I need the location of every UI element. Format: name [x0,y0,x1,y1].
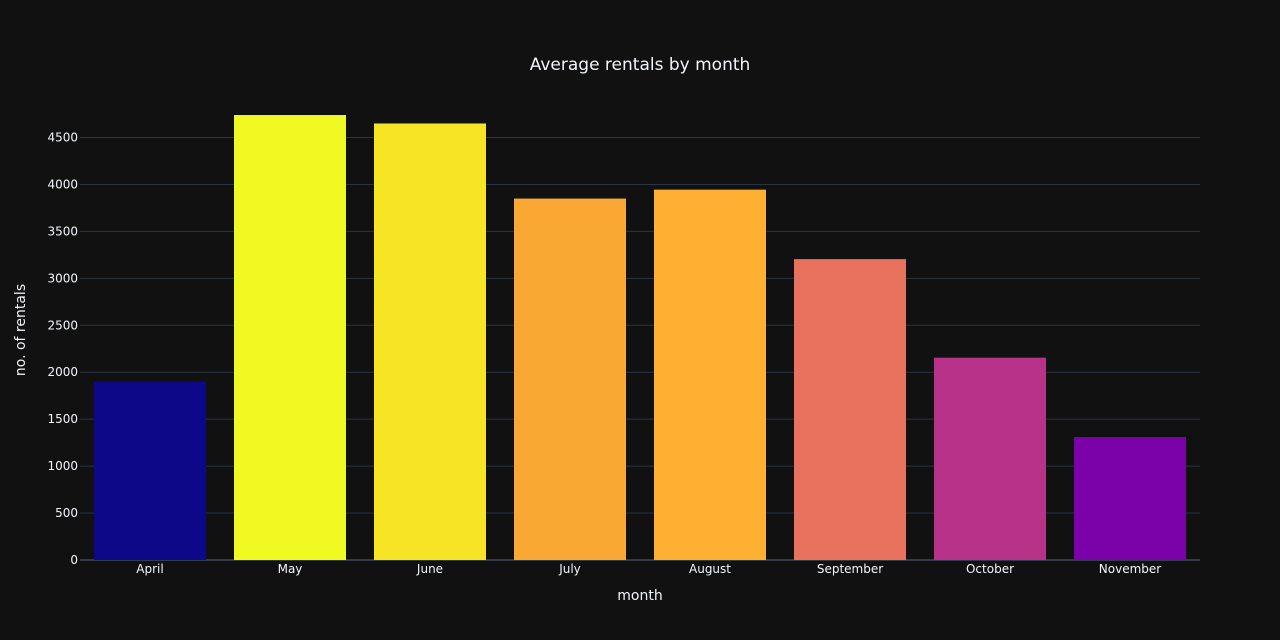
x-tick-labels: April May June July August September October No… [136,562,1161,576]
bar-april[interactable] [94,381,206,560]
bar-may[interactable] [234,115,346,560]
x-tick-label: September [817,562,883,576]
bar-september[interactable] [794,259,906,560]
x-tick-label: July [558,562,581,576]
bar-october[interactable] [934,357,1046,560]
y-tick-labels: 0 500 1000 1500 2000 2500 3000 3500 4000 4500 [47,131,78,567]
x-tick-label: November [1099,562,1161,576]
x-axis-title: month [617,588,662,604]
bar-june[interactable] [374,123,486,560]
bar-november[interactable] [1074,437,1186,560]
y-axis-title: no. of rentals [13,284,29,376]
y-tick-label: 2500 [47,318,78,332]
y-tick-label: 0 [70,553,78,567]
y-tick-label: 3000 [47,271,78,285]
bar-august[interactable] [654,189,766,560]
y-tick-label: 500 [55,506,78,520]
bar-july[interactable] [514,198,626,561]
y-tick-label: 3500 [47,224,78,238]
chart-title: Average rentals by month [530,55,751,75]
y-tick-label: 4500 [47,131,78,145]
bars [94,115,1186,561]
y-tick-label: 1000 [47,459,78,473]
x-tick-label: August [689,562,731,576]
y-tick-label: 2000 [47,365,78,379]
x-tick-label: May [278,562,303,576]
x-tick-label: October [966,562,1014,576]
y-tick-label: 4000 [47,177,78,191]
x-tick-label: April [136,562,163,576]
y-tick-label: 1500 [47,412,78,426]
x-tick-label: June [416,562,443,576]
